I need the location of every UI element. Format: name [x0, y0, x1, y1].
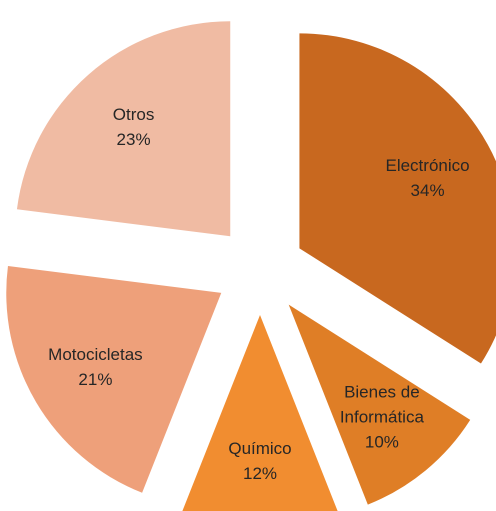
- slice-label: Químico 12%: [204, 436, 316, 486]
- category-label: Bienes de Informática: [339, 382, 424, 427]
- value-label: 34%: [410, 180, 445, 200]
- pie-slice: [299, 33, 496, 364]
- slice-label: Electrónico 34%: [372, 153, 484, 203]
- slice-label: Bienes de Informática 10%: [326, 380, 438, 455]
- pie-slice: [16, 21, 231, 237]
- category-label: Electrónico: [385, 155, 470, 175]
- slice-label: Motocicletas 21%: [39, 342, 151, 392]
- pie-slice: [182, 315, 338, 511]
- value-label: 10%: [364, 432, 399, 452]
- pie-slice: [288, 304, 471, 505]
- category-label: Motocicletas: [48, 345, 143, 365]
- category-label: Químico: [228, 439, 292, 459]
- value-label: 23%: [116, 129, 151, 149]
- pie-slice: [6, 265, 222, 493]
- value-label: 12%: [242, 464, 278, 484]
- category-label: Otros: [112, 104, 155, 124]
- value-label: 21%: [78, 370, 113, 390]
- slice-label: Otros 23%: [78, 102, 190, 152]
